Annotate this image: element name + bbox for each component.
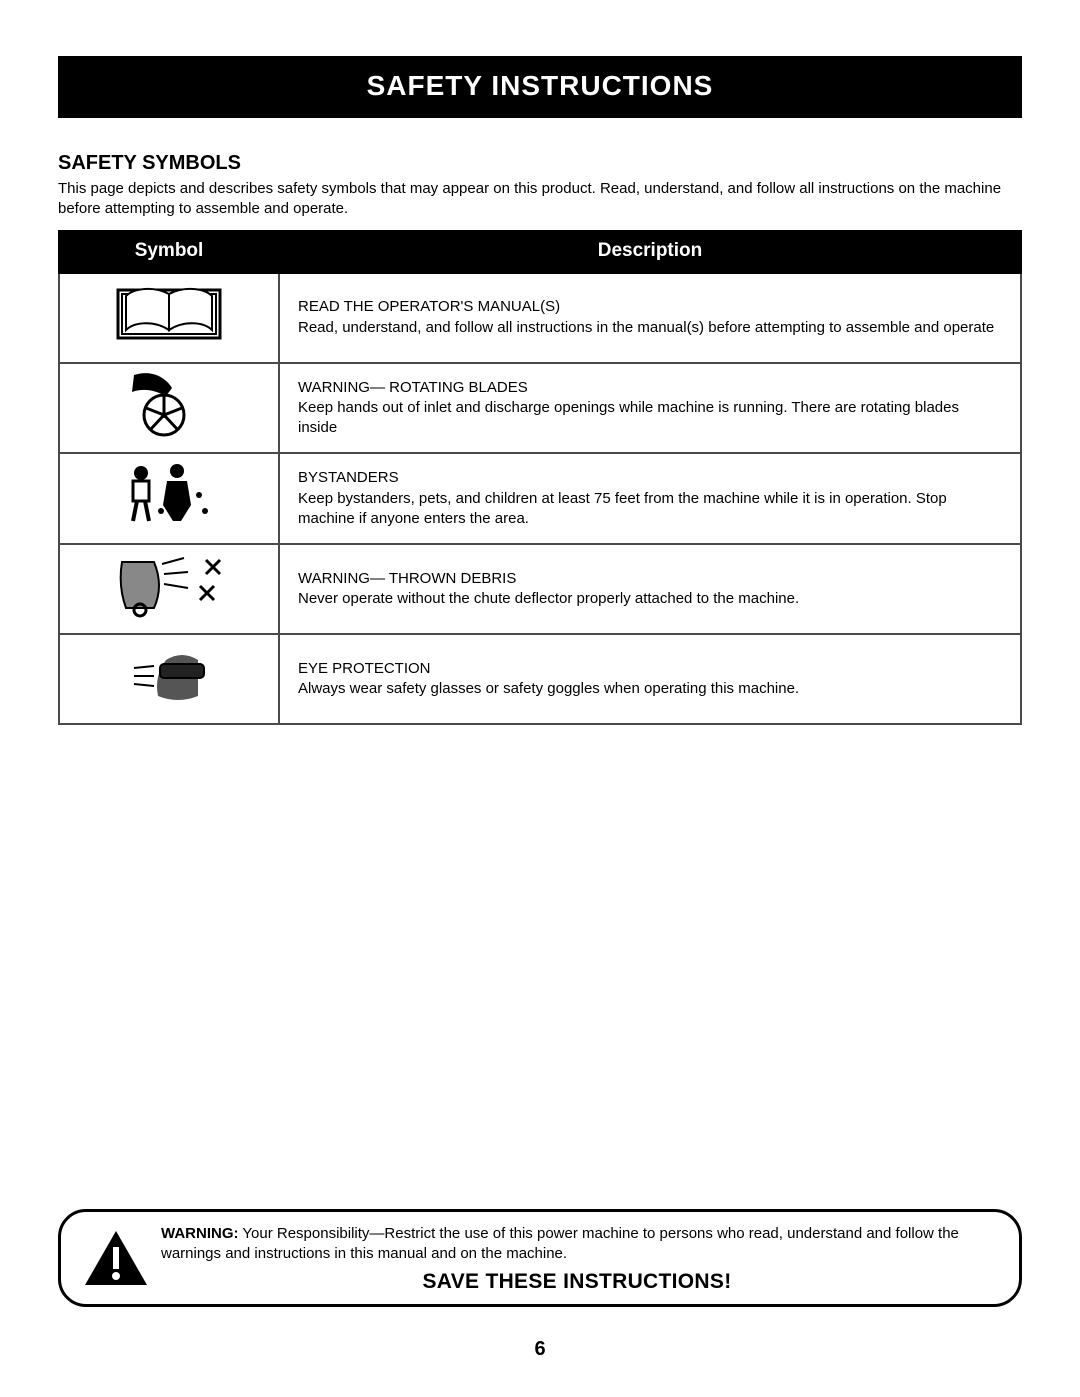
description-cell: WARNING— THROWN DEBRIS Never operate wit… bbox=[279, 544, 1021, 634]
description-cell: BYSTANDERS Keep bystanders, pets, and ch… bbox=[279, 453, 1021, 544]
description-cell: EYE PROTECTION Always wear safety glasse… bbox=[279, 634, 1021, 724]
manual-icon bbox=[114, 284, 224, 344]
table-header-description: Description bbox=[279, 231, 1021, 273]
row-body: Read, understand, and follow all instruc… bbox=[298, 319, 994, 336]
row-title: READ THE OPERATOR'S MANUAL(S) bbox=[298, 297, 1002, 317]
table-row: READ THE OPERATOR'S MANUAL(S) Read, unde… bbox=[59, 273, 1021, 363]
warning-triangle-icon bbox=[83, 1229, 149, 1287]
description-cell: WARNING— ROTATING BLADES Keep hands out … bbox=[279, 363, 1021, 454]
table-header-symbol: Symbol bbox=[59, 231, 279, 273]
row-title: WARNING— ROTATING BLADES bbox=[298, 378, 1002, 398]
row-title: EYE PROTECTION bbox=[298, 659, 1002, 679]
row-body: Always wear safety glasses or safety gog… bbox=[298, 680, 799, 697]
safety-symbols-table: Symbol Description READ THE OPERATOR'S M… bbox=[58, 230, 1022, 726]
eye-protection-icon bbox=[124, 646, 214, 706]
intro-text: This page depicts and describes safety s… bbox=[58, 179, 1022, 220]
description-cell: READ THE OPERATOR'S MANUAL(S) Read, unde… bbox=[279, 273, 1021, 363]
table-row: WARNING— ROTATING BLADES Keep hands out … bbox=[59, 363, 1021, 454]
row-title: WARNING— THROWN DEBRIS bbox=[298, 569, 1002, 589]
symbol-cell bbox=[59, 544, 279, 634]
rotating-blades-icon bbox=[124, 370, 214, 440]
section-heading: SAFETY SYMBOLS bbox=[58, 152, 1022, 175]
warning-body: Your Responsibility—Restrict the use of … bbox=[161, 1225, 959, 1262]
banner-title: SAFETY INSTRUCTIONS bbox=[58, 56, 1022, 118]
table-row: EYE PROTECTION Always wear safety glasse… bbox=[59, 634, 1021, 724]
symbol-cell bbox=[59, 634, 279, 724]
symbol-cell bbox=[59, 273, 279, 363]
row-body: Never operate without the chute deflecto… bbox=[298, 590, 799, 607]
warning-box: WARNING: Your Responsibility—Restrict th… bbox=[58, 1209, 1022, 1308]
table-row: BYSTANDERS Keep bystanders, pets, and ch… bbox=[59, 453, 1021, 544]
thrown-debris-icon bbox=[114, 552, 224, 620]
save-instructions: SAVE THESE INSTRUCTIONS! bbox=[161, 1270, 993, 1294]
table-row: WARNING— THROWN DEBRIS Never operate wit… bbox=[59, 544, 1021, 634]
warning-text: WARNING: Your Responsibility—Restrict th… bbox=[161, 1224, 993, 1265]
warning-label: WARNING: bbox=[161, 1225, 239, 1242]
page-number: 6 bbox=[0, 1338, 1080, 1361]
symbol-cell bbox=[59, 453, 279, 544]
row-body: Keep hands out of inlet and discharge op… bbox=[298, 399, 959, 436]
bystanders-icon bbox=[119, 461, 219, 531]
symbol-cell bbox=[59, 363, 279, 454]
row-body: Keep bystanders, pets, and children at l… bbox=[298, 490, 947, 527]
row-title: BYSTANDERS bbox=[298, 468, 1002, 488]
